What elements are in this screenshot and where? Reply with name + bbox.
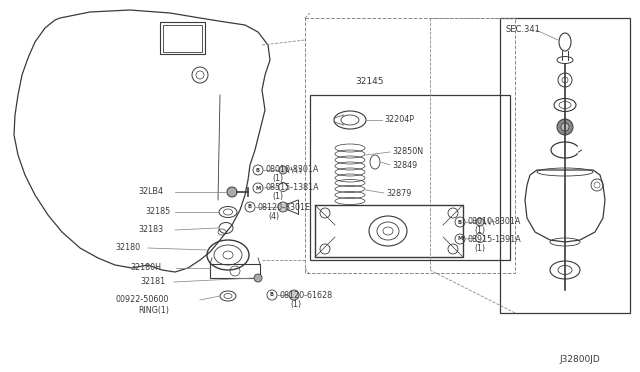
Text: 32183: 32183 <box>138 225 163 234</box>
Bar <box>310 95 510 260</box>
Text: 32879: 32879 <box>386 189 412 198</box>
Text: M: M <box>255 186 260 190</box>
Bar <box>160 22 205 54</box>
Text: (4): (4) <box>268 212 279 221</box>
Text: (1): (1) <box>272 174 283 183</box>
Text: J32800JD: J32800JD <box>559 356 600 365</box>
Text: M: M <box>458 237 463 241</box>
Circle shape <box>561 123 569 131</box>
Text: 32180: 32180 <box>115 244 140 253</box>
Text: B: B <box>458 219 462 224</box>
Circle shape <box>278 202 288 212</box>
Text: (1): (1) <box>474 227 485 235</box>
Text: 32145: 32145 <box>355 77 383 87</box>
Text: 32849: 32849 <box>392 160 417 170</box>
Circle shape <box>279 166 287 174</box>
Text: (1): (1) <box>272 192 283 202</box>
Text: 00922-50600: 00922-50600 <box>115 295 168 305</box>
Text: 08515-1381A: 08515-1381A <box>265 183 319 192</box>
Text: 32850N: 32850N <box>392 148 423 157</box>
Text: SEC.341: SEC.341 <box>505 26 540 35</box>
Text: B: B <box>270 292 274 298</box>
Circle shape <box>557 119 573 135</box>
Text: 32LB4: 32LB4 <box>138 187 163 196</box>
Circle shape <box>289 290 299 300</box>
Bar <box>210 264 260 278</box>
Circle shape <box>476 218 484 226</box>
Text: 32185: 32185 <box>145 208 170 217</box>
Bar <box>163 25 202 52</box>
Circle shape <box>227 187 237 197</box>
Bar <box>305 18 515 273</box>
Bar <box>315 205 463 257</box>
Text: B: B <box>256 167 260 173</box>
Text: 08915-1391A: 08915-1391A <box>467 234 521 244</box>
Text: (1): (1) <box>474 244 485 253</box>
Text: 08010-8301A: 08010-8301A <box>467 218 520 227</box>
Text: 08120-61628: 08120-61628 <box>279 291 332 299</box>
Text: 08010-8301A: 08010-8301A <box>265 166 318 174</box>
Text: (1): (1) <box>290 299 301 308</box>
Circle shape <box>254 274 262 282</box>
Text: B: B <box>248 205 252 209</box>
Text: 32181: 32181 <box>140 278 165 286</box>
Text: 08120-8301E: 08120-8301E <box>257 202 310 212</box>
Bar <box>500 18 630 313</box>
Text: 32204P: 32204P <box>384 115 414 125</box>
Text: RING(1): RING(1) <box>138 305 169 314</box>
Text: 32180H: 32180H <box>130 263 161 273</box>
